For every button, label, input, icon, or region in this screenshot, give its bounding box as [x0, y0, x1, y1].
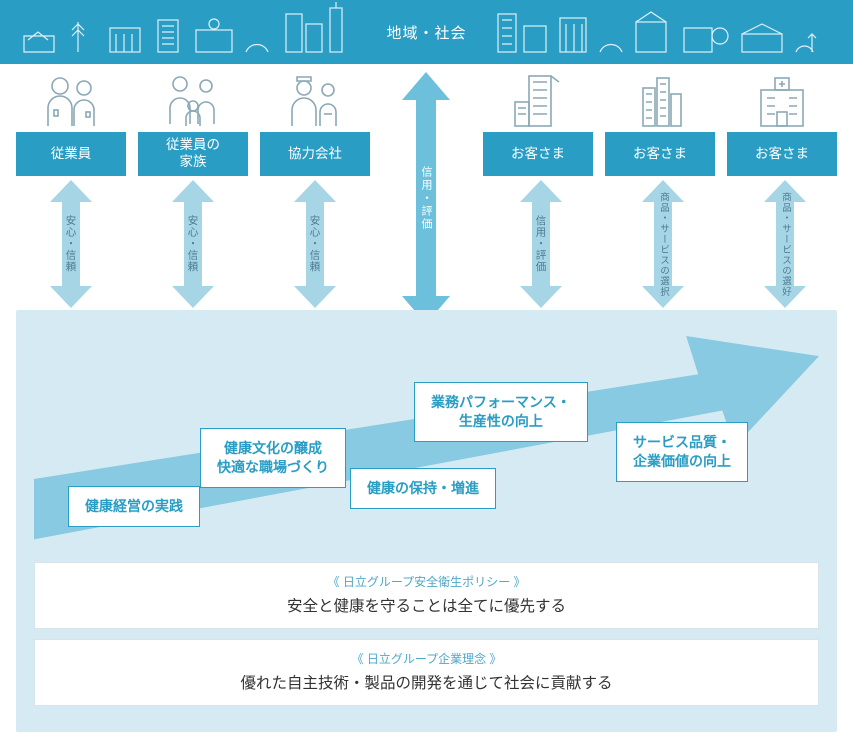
diagram-root: 信用・評価: [0, 0, 853, 732]
hospital-icon: [747, 68, 817, 132]
center-arrow-label: 信用・評価: [418, 166, 434, 231]
stakeholder-row: 従業員 従業員の 家族: [0, 68, 853, 176]
stakeholder-right-group: お客さま お客さま: [483, 68, 837, 176]
stakeholder-partner: 協力会社: [260, 68, 370, 176]
policy-title: 《 日立グループ企業理念 》: [49, 650, 804, 667]
policy-title: 《 日立グループ安全衛生ポリシー 》: [49, 573, 804, 590]
arrow-left-2: 安心・信頼: [294, 180, 336, 308]
growth-step-2: 健康の保持・増進: [350, 468, 496, 509]
policy-body: 安全と健康を守ることは全てに優先する: [49, 594, 804, 616]
header-region-society: 地域・社会: [0, 0, 853, 64]
growth-step-0: 健康経営の実践: [68, 486, 200, 527]
stakeholder-customer-2: お客さま: [605, 68, 715, 176]
stakeholder-customer-1: お客さま: [483, 68, 593, 176]
arrow-right-2: 商品・サービスの選好: [764, 180, 806, 308]
arrow-right-1: 商品・サービスの選択: [642, 180, 684, 308]
family-icon: [158, 68, 228, 132]
skyscraper-icon: [625, 68, 695, 132]
arrow-left-0: 安心・信頼: [50, 180, 92, 308]
stakeholder-label: お客さま: [483, 132, 593, 176]
policy-body: 優れた自主技術・製品の開発を通じて社会に貢献する: [49, 671, 804, 693]
stakeholder-left-group: 従業員 従業員の 家族: [16, 68, 370, 176]
stakeholder-employees: 従業員: [16, 68, 126, 176]
stakeholder-label: お客さま: [605, 132, 715, 176]
stakeholder-label: 従業員の 家族: [138, 132, 248, 176]
growth-step-4: サービス品質・ 企業価値の向上: [616, 422, 748, 482]
policy-philosophy: 《 日立グループ企業理念 》 優れた自主技術・製品の開発を通じて社会に貢献する: [34, 639, 819, 706]
employees-icon: [36, 68, 106, 132]
foundation-panel: 健康経営の実践健康文化の醸成 快適な職場づくり健康の保持・増進 業務パフォーマンス…: [16, 310, 837, 732]
stakeholder-label: お客さま: [727, 132, 837, 176]
stakeholder-customer-3: お客さま: [727, 68, 837, 176]
partner-company-icon: [280, 68, 350, 132]
stakeholder-label: 協力会社: [260, 132, 370, 176]
growth-step-1: 健康文化の醸成 快適な職場づくり: [200, 428, 346, 488]
arrow-right-0: 信用・評価: [520, 180, 562, 308]
header-title: 地域・社会: [386, 22, 466, 43]
stakeholder-family: 従業員の 家族: [138, 68, 248, 176]
stakeholder-label: 従業員: [16, 132, 126, 176]
arrow-left-1: 安心・信頼: [172, 180, 214, 308]
office-building-icon: [503, 68, 573, 132]
growth-step-3: 業務パフォーマンス・ 生産性の向上: [414, 382, 588, 442]
policy-safety: 《 日立グループ安全衛生ポリシー 》 安全と健康を守ることは全てに優先する: [34, 562, 819, 629]
growth-area: 健康経営の実践健康文化の醸成 快適な職場づくり健康の保持・増進 業務パフォーマンス…: [34, 328, 819, 548]
